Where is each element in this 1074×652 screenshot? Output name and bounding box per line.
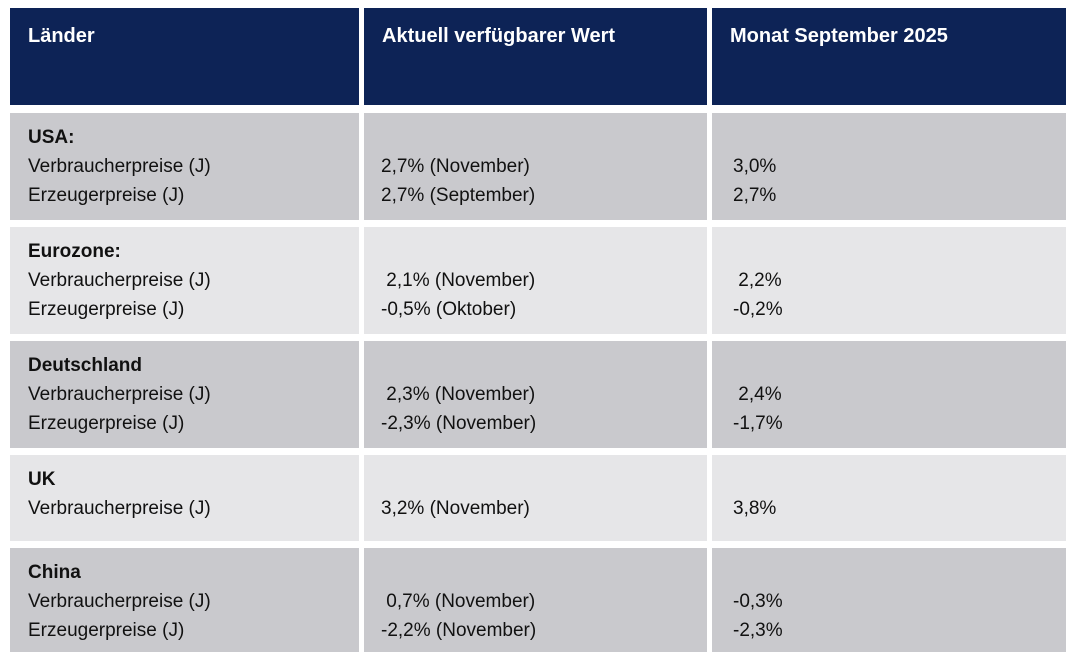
country-label: USA: [28, 127, 75, 148]
country-cell: China Verbraucherpreise (J) Erzeugerprei… [10, 548, 359, 652]
column-header-laender: Länder [10, 8, 359, 105]
current-value-cell: 2,3% (November) -2,3% (November) [364, 341, 707, 448]
column-header-aktueller-wert: Aktuell verfügbarer Wert [364, 8, 707, 105]
column-header-monat-september: Monat September 2025 [712, 8, 1066, 105]
metric-label: Verbraucherpreise (J) [28, 156, 211, 177]
table-header-row: Länder Aktuell verfügbarer Wert Monat Se… [10, 8, 1066, 105]
metric-label: Verbraucherpreise (J) [28, 591, 211, 612]
inflation-table: Länder Aktuell verfügbarer Wert Monat Se… [10, 8, 1066, 652]
metric-label: Verbraucherpreise (J) [28, 270, 211, 291]
current-value: 2,7% (November) [381, 156, 530, 177]
country-label: China [28, 562, 81, 583]
september-value: 2,4% [733, 384, 782, 405]
current-value-cell: 3,2% (November) [364, 455, 707, 541]
current-value: -2,2% (November) [381, 620, 537, 641]
table-row: Eurozone: Verbraucherpreise (J) Erzeuger… [10, 227, 1066, 334]
current-value: 0,7% (November) [381, 591, 536, 612]
country-cell: UK Verbraucherpreise (J) [10, 455, 359, 541]
country-cell: Deutschland Verbraucherpreise (J) Erzeug… [10, 341, 359, 448]
current-value-cell: 0,7% (November) -2,2% (November) [364, 548, 707, 652]
current-value: 2,7% (September) [381, 185, 536, 206]
table-row: China Verbraucherpreise (J) Erzeugerprei… [10, 548, 1066, 652]
september-value-cell: 3,0% 2,7% [712, 113, 1066, 220]
country-cell: Eurozone: Verbraucherpreise (J) Erzeuger… [10, 227, 359, 334]
country-label: Deutschland [28, 355, 143, 376]
september-value: 2,7% [733, 185, 777, 206]
september-value-cell: 2,2% -0,2% [712, 227, 1066, 334]
current-value: 2,1% (November) [381, 270, 536, 291]
table-body: USA: Verbraucherpreise (J) Erzeugerpreis… [10, 113, 1066, 652]
current-value: -2,3% (November) [381, 413, 537, 434]
current-value: 3,2% (November) [381, 498, 530, 519]
september-value: 3,8% [733, 498, 777, 519]
country-label: UK [28, 469, 56, 490]
metric-label: Erzeugerpreise (J) [28, 185, 185, 206]
country-label: Eurozone: [28, 241, 121, 262]
metric-label: Verbraucherpreise (J) [28, 384, 211, 405]
september-value: -0,3% [733, 591, 783, 612]
metric-label: Erzeugerpreise (J) [28, 299, 185, 320]
current-value-cell: 2,7% (November) 2,7% (September) [364, 113, 707, 220]
metric-label: Erzeugerpreise (J) [28, 620, 185, 641]
metric-label: Erzeugerpreise (J) [28, 413, 185, 434]
september-value: -2,3% [733, 620, 783, 641]
table-row: UK Verbraucherpreise (J) 3,2% (November)… [10, 455, 1066, 541]
september-value: -1,7% [733, 413, 783, 434]
current-value: -0,5% (Oktober) [381, 299, 517, 320]
country-cell: USA: Verbraucherpreise (J) Erzeugerpreis… [10, 113, 359, 220]
september-value-cell: 2,4% -1,7% [712, 341, 1066, 448]
current-value: 2,3% (November) [381, 384, 536, 405]
september-value: 2,2% [733, 270, 782, 291]
september-value-cell: 3,8% [712, 455, 1066, 541]
table-row: Deutschland Verbraucherpreise (J) Erzeug… [10, 341, 1066, 448]
september-value: -0,2% [733, 299, 783, 320]
table-row: USA: Verbraucherpreise (J) Erzeugerpreis… [10, 113, 1066, 220]
current-value-cell: 2,1% (November) -0,5% (Oktober) [364, 227, 707, 334]
metric-label: Verbraucherpreise (J) [28, 498, 211, 519]
september-value-cell: -0,3% -2,3% [712, 548, 1066, 652]
september-value: 3,0% [733, 156, 777, 177]
